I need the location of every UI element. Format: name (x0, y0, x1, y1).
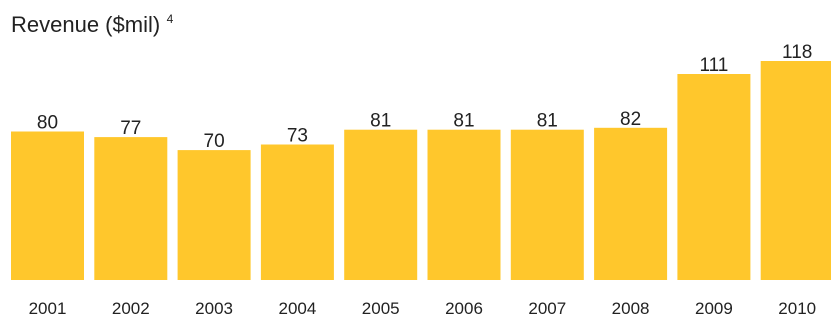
x-tick-label-2009: 2009 (695, 299, 733, 318)
value-label-2004: 73 (287, 126, 308, 147)
x-tick-label-2010: 2010 (778, 299, 816, 318)
x-tick-label-2004: 2004 (278, 299, 316, 318)
value-label-2010: 118 (782, 42, 812, 63)
x-tick-label-2008: 2008 (612, 299, 650, 318)
x-tick-label-2005: 2005 (362, 299, 400, 318)
bar-2003 (177, 150, 251, 280)
x-tick-label-2003: 2003 (195, 299, 233, 318)
bar-2006 (427, 129, 501, 280)
x-tick-label-2006: 2006 (445, 299, 483, 318)
x-tick-label-2001: 2001 (29, 299, 67, 318)
bar-2005 (344, 129, 418, 280)
x-tick-label-2007: 2007 (528, 299, 566, 318)
bar-2004 (260, 144, 334, 280)
bar-2001 (11, 131, 84, 280)
value-label-2007: 81 (537, 111, 558, 132)
bars-layer (11, 61, 831, 280)
value-label-2001: 80 (37, 113, 58, 134)
chart-title: Revenue ($mil) 4 (11, 12, 174, 37)
value-label-2005: 81 (370, 111, 391, 132)
value-label-2006: 81 (453, 111, 474, 132)
bar-2002 (94, 137, 168, 280)
value-labels-layer: 80 77 70 73 81 81 81 82 111 118 (37, 42, 812, 152)
value-label-2009: 111 (699, 55, 728, 76)
x-tick-labels-layer: 2001 2002 2003 2004 2005 2006 2007 2008 2009 2010 (29, 299, 817, 318)
bar-2008 (594, 127, 668, 280)
x-tick-label-2002: 2002 (112, 299, 150, 318)
chart-title-superscript: 4 (167, 12, 174, 26)
bar-2007 (510, 129, 584, 280)
value-label-2003: 70 (204, 131, 225, 152)
chart-title-text: Revenue ($mil) (11, 12, 160, 37)
value-label-2002: 77 (120, 118, 141, 139)
bar-2010 (760, 61, 831, 280)
bar-2009 (677, 74, 751, 280)
value-label-2008: 82 (620, 109, 641, 130)
